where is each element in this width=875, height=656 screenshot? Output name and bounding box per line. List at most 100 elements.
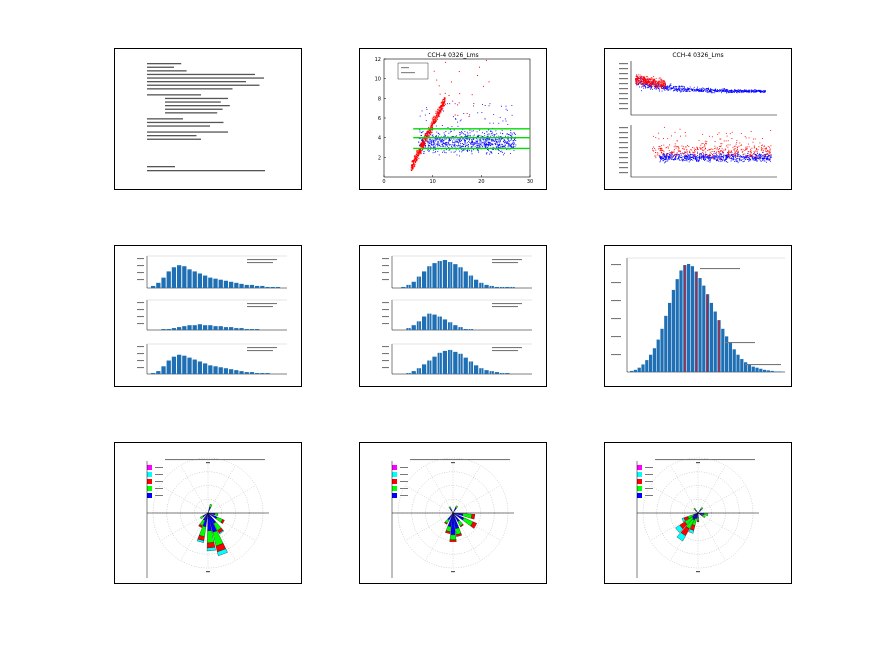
data-point bbox=[698, 153, 700, 155]
data-point bbox=[434, 118, 436, 120]
data-point bbox=[752, 154, 754, 156]
data-point bbox=[434, 143, 436, 145]
data-point bbox=[423, 152, 425, 154]
data-point bbox=[416, 157, 418, 159]
data-point bbox=[483, 142, 485, 144]
bar bbox=[161, 277, 166, 288]
data-point bbox=[684, 151, 686, 153]
legend-label-bar bbox=[645, 481, 653, 482]
data-point bbox=[765, 148, 767, 150]
data-point bbox=[701, 151, 703, 153]
data-point bbox=[460, 119, 462, 121]
data-point bbox=[437, 113, 439, 115]
legend-swatch bbox=[392, 493, 397, 498]
data-point bbox=[671, 154, 673, 156]
data-point bbox=[637, 79, 639, 81]
y-tick-label-bar bbox=[137, 367, 144, 369]
data-point bbox=[462, 129, 464, 131]
data-point bbox=[722, 90, 724, 92]
data-point bbox=[489, 133, 491, 135]
data-point bbox=[732, 90, 733, 92]
data-point bbox=[636, 83, 638, 85]
data-point bbox=[724, 160, 726, 162]
data-point bbox=[486, 153, 488, 155]
data-point bbox=[752, 90, 754, 92]
data-point bbox=[679, 91, 681, 93]
data-point bbox=[737, 152, 739, 153]
data-point bbox=[727, 154, 729, 156]
data-point bbox=[436, 112, 438, 114]
data-point bbox=[659, 150, 661, 152]
data-point bbox=[748, 89, 750, 91]
data-point bbox=[458, 142, 459, 144]
data-point bbox=[651, 88, 653, 90]
data-point bbox=[756, 158, 758, 160]
data-point bbox=[444, 146, 446, 148]
data-point bbox=[663, 155, 665, 157]
data-point bbox=[730, 89, 732, 91]
bar bbox=[166, 271, 171, 288]
data-point bbox=[443, 101, 445, 103]
data-point bbox=[471, 149, 473, 151]
data-point bbox=[447, 142, 449, 144]
data-point bbox=[491, 148, 493, 150]
data-point bbox=[645, 86, 647, 88]
data-point bbox=[680, 156, 682, 158]
data-point bbox=[664, 154, 666, 155]
data-point bbox=[433, 119, 435, 121]
data-point bbox=[686, 156, 688, 158]
text-line bbox=[147, 125, 210, 127]
data-point bbox=[738, 91, 740, 93]
data-point bbox=[421, 145, 423, 147]
data-point bbox=[499, 139, 501, 141]
data-point bbox=[435, 110, 437, 112]
data-point bbox=[676, 88, 678, 90]
data-point bbox=[711, 136, 713, 138]
data-point bbox=[432, 121, 434, 123]
data-point bbox=[762, 148, 764, 150]
data-point bbox=[744, 91, 746, 93]
data-point bbox=[445, 152, 447, 154]
data-point bbox=[708, 158, 710, 160]
data-point bbox=[491, 143, 493, 145]
data-point bbox=[635, 81, 637, 83]
data-point bbox=[701, 155, 703, 157]
data-point bbox=[638, 74, 640, 76]
bar bbox=[732, 349, 736, 372]
data-point bbox=[759, 153, 761, 155]
data-point bbox=[650, 82, 652, 84]
data-point bbox=[727, 155, 729, 157]
data-point bbox=[443, 104, 445, 106]
data-point bbox=[713, 158, 715, 160]
bar bbox=[713, 311, 717, 372]
grid-spoke bbox=[452, 485, 501, 514]
data-point bbox=[637, 77, 638, 79]
text-line bbox=[147, 138, 201, 140]
data-point bbox=[765, 151, 767, 153]
data-point bbox=[423, 141, 425, 143]
data-point bbox=[692, 159, 694, 161]
data-point bbox=[662, 80, 663, 82]
data-point bbox=[752, 158, 754, 160]
data-point bbox=[431, 124, 433, 126]
data-point bbox=[663, 152, 665, 154]
data-point bbox=[428, 140, 430, 142]
data-point bbox=[486, 147, 488, 148]
data-point bbox=[417, 153, 419, 155]
data-point bbox=[715, 90, 717, 92]
data-point bbox=[653, 84, 655, 86]
data-point bbox=[421, 144, 423, 146]
data-point bbox=[763, 148, 765, 150]
y-tick-label-bar bbox=[382, 346, 389, 348]
data-point bbox=[421, 135, 422, 137]
data-point bbox=[664, 159, 666, 161]
data-point bbox=[414, 165, 416, 167]
data-point bbox=[419, 115, 421, 117]
data-point bbox=[744, 153, 746, 155]
data-point bbox=[445, 61, 447, 63]
data-point bbox=[442, 144, 444, 146]
data-point bbox=[759, 154, 761, 156]
data-point bbox=[736, 149, 738, 150]
data-point bbox=[507, 134, 509, 136]
data-point bbox=[675, 156, 676, 157]
